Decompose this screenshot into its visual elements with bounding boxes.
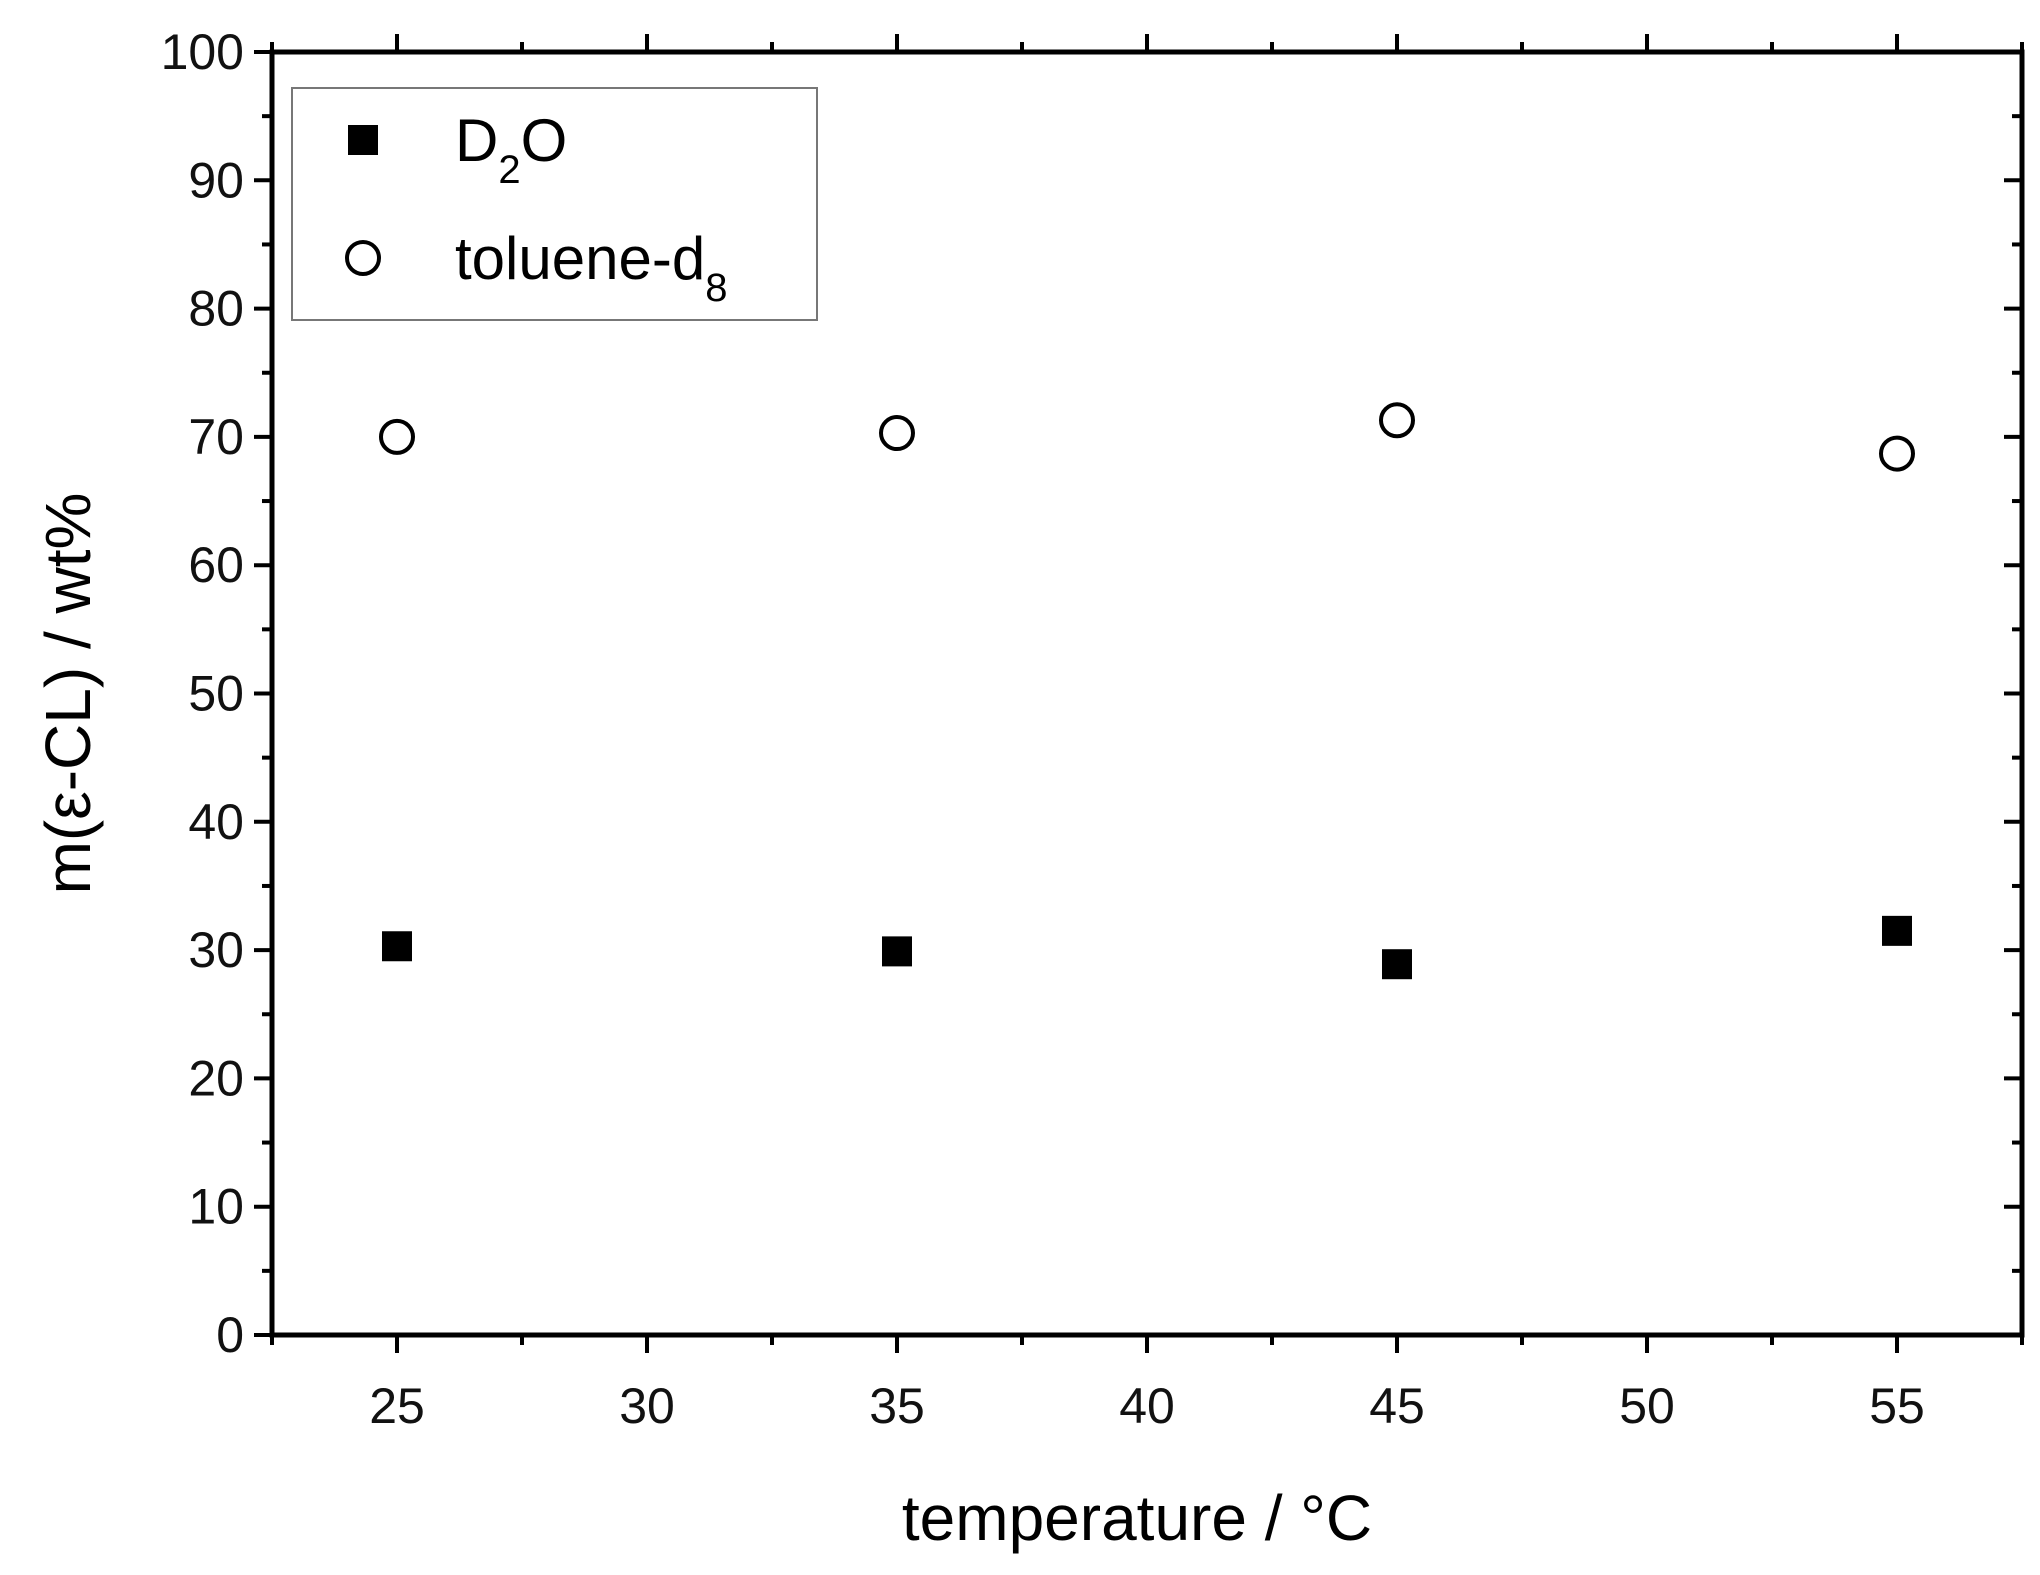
y-tick-label: 50 (188, 666, 244, 722)
x-tick-label: 25 (369, 1378, 425, 1434)
y-axis-title: m(ε-CL) / wt% (32, 493, 104, 895)
x-axis-title: temperature / °C (902, 1482, 1372, 1554)
y-tick-label: 40 (188, 794, 244, 850)
y-tick-label: 80 (188, 281, 244, 337)
y-tick-label: 0 (216, 1307, 244, 1363)
toluene-d8-point (1879, 435, 1915, 472)
d2o-point (382, 931, 412, 962)
x-tick-label: 40 (1119, 1378, 1175, 1434)
x-tick-label: 55 (1869, 1378, 1925, 1434)
legend-label: D2O (455, 107, 567, 192)
y-tick-label: 60 (188, 537, 244, 593)
x-tick-label: 35 (869, 1378, 925, 1434)
x-tick-label: 30 (619, 1378, 675, 1434)
x-tick-label: 50 (1619, 1378, 1675, 1434)
legend-marker (348, 125, 378, 155)
legend: D2O toluene-d8 (291, 87, 818, 321)
ticks (254, 34, 2024, 1353)
tick-labels: 25 30 35 40 45 50 55 0 10 20 30 40 50 60 70 80 90 100 (161, 24, 1925, 1434)
y-tick-label: 100 (161, 24, 244, 80)
data-marks (379, 402, 1915, 980)
toluene-d8-point (879, 415, 915, 452)
y-tick-label: 90 (188, 152, 244, 208)
toluene-d8-point (379, 418, 415, 455)
d2o-point (1882, 915, 1912, 946)
d2o-point (1382, 949, 1412, 980)
toluene-d8-point (1379, 402, 1415, 439)
y-tick-label: 10 (188, 1179, 244, 1235)
legend-marker (345, 240, 381, 276)
y-tick-label: 30 (188, 922, 244, 978)
y-tick-label: 20 (188, 1050, 244, 1106)
y-tick-label: 70 (188, 409, 244, 465)
d2o-point (882, 936, 912, 967)
legend-box (291, 87, 818, 321)
x-tick-label: 45 (1369, 1378, 1425, 1434)
legend-label: toluene-d8 (455, 225, 727, 310)
legend-entries: D2O toluene-d8 (345, 107, 727, 310)
